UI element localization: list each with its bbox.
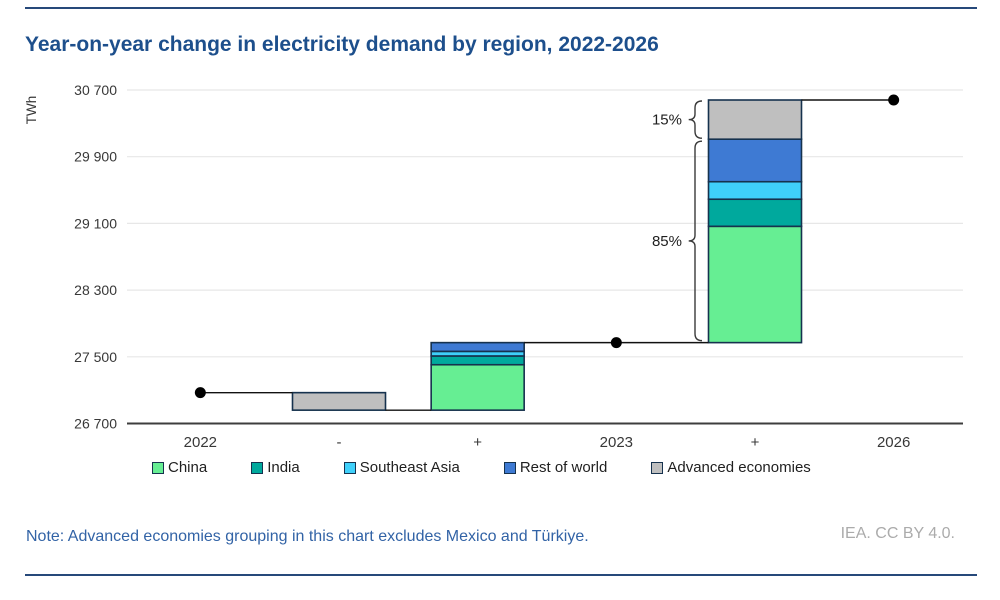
bar-segment-southeast-asia xyxy=(707,180,803,201)
bar-segment-advanced-economies xyxy=(707,99,803,140)
bar-segment-china xyxy=(430,363,525,411)
chart-note: Note: Advanced economies grouping in thi… xyxy=(26,528,589,545)
legend-label-india: India xyxy=(267,459,300,476)
y-tick-label: 27 500 xyxy=(74,349,117,365)
waterfall-chart: 26 700 27 500 28 300 29 100 29 900 30 700 TWh 2… xyxy=(24,82,963,451)
legend-swatch-india xyxy=(251,461,264,474)
legend-label-rest-of-world: Rest of world xyxy=(519,459,608,476)
share-bracket xyxy=(688,140,703,342)
bottom-divider xyxy=(25,574,977,576)
y-tick-label: 29 900 xyxy=(74,149,117,165)
data-point-dot xyxy=(610,337,622,349)
legend-item-southeast-asia: Southeast Asia xyxy=(343,459,460,476)
bar-segment-advanced-economies xyxy=(291,391,387,411)
license-attribution: IEA. CC BY 4.0. xyxy=(840,525,955,542)
top-divider xyxy=(25,7,977,9)
legend-swatch-rest-of-world xyxy=(503,461,516,474)
legend-swatch-advanced-economies xyxy=(651,461,664,474)
chart-legend: China India Southeast Asia Rest of world… xyxy=(152,459,811,476)
bar-segment-rest-of-world xyxy=(430,341,525,353)
bar-segment-india xyxy=(707,198,803,228)
y-tick-label: 28 300 xyxy=(74,282,117,298)
legend-swatch-china xyxy=(152,461,164,474)
data-point-dot xyxy=(194,387,206,399)
legend-label-advanced-economies: Advanced economies xyxy=(667,459,811,476)
y-tick-label: 30 700 xyxy=(74,82,117,98)
chart-title: Year-on-year change in electricity deman… xyxy=(25,33,659,56)
x-tick-label: 2022 xyxy=(184,434,217,451)
x-tick-label: - xyxy=(337,434,342,451)
legend-item-india: India xyxy=(251,459,300,476)
y-tick-label: 26 700 xyxy=(74,416,117,432)
x-tick-label: + xyxy=(751,434,760,451)
legend-label-china: China xyxy=(168,459,208,476)
share-label: 15% xyxy=(652,112,682,129)
x-tick-label: 2026 xyxy=(877,434,910,451)
bar-segment-india xyxy=(430,355,525,366)
data-point-dot xyxy=(888,94,900,106)
x-tick-label: 2023 xyxy=(600,434,633,451)
y-axis-unit: TWh xyxy=(24,96,39,125)
bar-segment-china xyxy=(707,225,803,344)
share-bracket xyxy=(688,100,703,139)
bar-segment-rest-of-world xyxy=(707,138,803,183)
x-tick-label: + xyxy=(473,434,482,451)
legend-item-advanced-economies: Advanced economies xyxy=(651,459,811,476)
legend-label-southeast-asia: Southeast Asia xyxy=(359,459,460,476)
y-tick-label: 29 100 xyxy=(74,215,117,231)
share-label: 85% xyxy=(652,233,682,250)
legend-item-china: China xyxy=(152,459,207,476)
legend-swatch-southeast-asia xyxy=(343,461,356,474)
legend-item-rest-of-world: Rest of world xyxy=(503,459,608,476)
